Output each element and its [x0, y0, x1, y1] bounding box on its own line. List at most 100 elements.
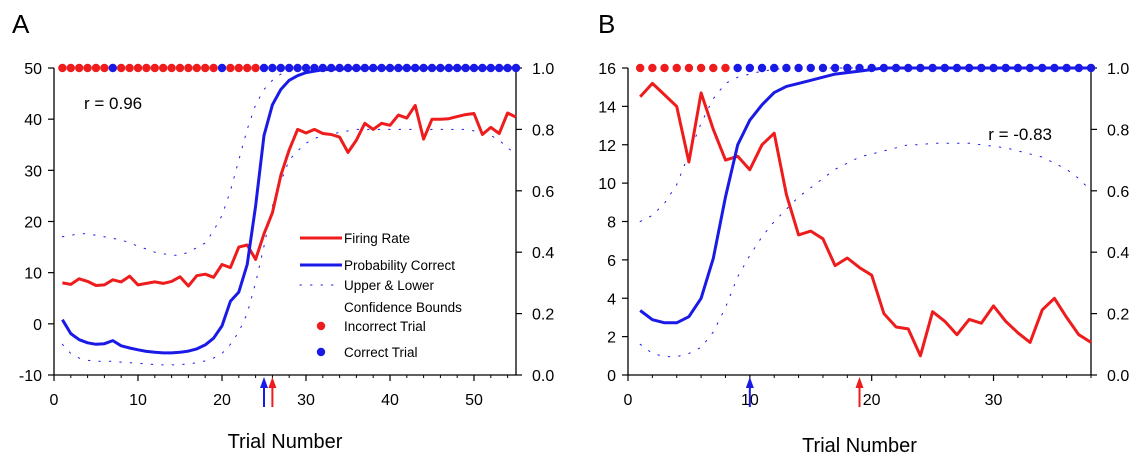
learning-trial-arrow-blue-head	[745, 377, 754, 388]
correct-trial-dot	[268, 63, 277, 73]
incorrect-trial-dot	[142, 63, 151, 73]
confidence-bound-lower	[61, 128, 517, 366]
incorrect-trial-dot	[150, 63, 159, 73]
x-tick-label: 50	[465, 392, 483, 409]
learning-trial-arrow-blue	[260, 377, 268, 407]
correct-trial-dot	[335, 63, 344, 73]
x-tick-label: 40	[381, 392, 399, 409]
x-tick-label: 20	[213, 392, 231, 409]
correct-trial-dot	[1038, 63, 1047, 73]
incorrect-trial-dot	[125, 63, 134, 73]
correct-trial-dot	[818, 63, 828, 73]
correct-trial-dot	[327, 63, 336, 73]
learning-trial-arrow-red-head	[855, 377, 864, 388]
correct-trial-dot	[770, 63, 779, 73]
legend-swatch-incorrect-trial	[316, 321, 326, 331]
correct-trial-dot	[369, 63, 378, 73]
legend-label-probability-correct: Probability Correct	[344, 258, 455, 273]
correlation-annotation: r = 0.96	[84, 94, 142, 113]
correct-trial-dot	[436, 63, 445, 73]
incorrect-trial-dot	[209, 63, 218, 73]
learning-trial-arrow-red	[268, 377, 277, 407]
correct-trial-dot	[377, 63, 386, 73]
learning-trial-arrow-blue-head	[260, 377, 268, 388]
correct-trial-dot	[503, 63, 512, 73]
y-right-tick-label: 0.6	[1107, 184, 1129, 201]
learning-trial-arrow-blue	[745, 377, 754, 407]
y-left-tick-label: 6	[607, 253, 616, 270]
correlation-annotation: r = -0.83	[988, 125, 1052, 144]
correct-trial-dot	[1025, 63, 1035, 73]
correct-trial-dot	[301, 63, 311, 73]
correct-trial-dot	[1050, 63, 1059, 73]
incorrect-trial-dot	[91, 63, 101, 73]
y-left-tick-label: 8	[607, 215, 616, 232]
firing-rate-line	[639, 81, 1092, 358]
legend-label-correct-trial: Correct Trial	[344, 345, 418, 360]
correct-trial-dot	[108, 63, 118, 73]
incorrect-trial-dot	[672, 63, 681, 73]
incorrect-trial-dot	[721, 63, 730, 73]
x-tick-label: 0	[624, 392, 633, 409]
correct-trial-dot	[310, 63, 319, 73]
correct-trial-dot	[217, 63, 227, 73]
x-tick-label: 0	[50, 392, 59, 409]
correct-trial-dot	[1001, 63, 1010, 73]
correct-trial-dot	[495, 63, 504, 73]
legend-label-incorrect-trial: Incorrect Trial	[344, 319, 426, 334]
correct-trial-dot	[904, 63, 913, 73]
correct-trial-dot	[1074, 63, 1084, 73]
correct-trial-dot	[360, 63, 369, 73]
y-left-tick-label: 0	[607, 368, 616, 385]
y-left-tick-label: 16	[598, 61, 616, 78]
incorrect-trial-dot	[648, 63, 657, 73]
y-right-tick-label: 0.6	[532, 184, 554, 201]
incorrect-trial-dot	[660, 63, 669, 73]
correct-trial-dot	[276, 63, 285, 73]
y-right-tick-label: 1.0	[1107, 61, 1129, 78]
learning-trial-arrow-red-head	[268, 377, 277, 388]
panel-label: B	[598, 9, 615, 39]
chart-panel-a: A 0 10 20 30 40 50 -10 0 10 20 30 40 50 0.0 0.2 0.4 0.6 0.…	[12, 9, 554, 453]
incorrect-trial-dot	[66, 63, 76, 73]
correct-trial-dot	[855, 63, 864, 73]
y-right-tick-label: 1.0	[532, 61, 554, 78]
learning-trial-arrow-red	[855, 377, 864, 407]
legend-swatch-correct-trial	[316, 347, 326, 357]
incorrect-trial-dot	[75, 63, 84, 73]
incorrect-trial-dot	[184, 63, 193, 73]
correct-trial-dot	[794, 63, 803, 73]
legend-label-firing-rate: Firing Rate	[344, 231, 410, 246]
correct-trial-dot	[733, 63, 742, 73]
correct-trial-dot	[394, 63, 403, 73]
incorrect-trial-dot	[133, 63, 143, 73]
incorrect-trial-dot	[83, 63, 92, 73]
correct-trial-dot	[916, 63, 925, 73]
correct-trial-dot	[940, 63, 949, 73]
correct-trial-dot	[1086, 63, 1096, 73]
incorrect-trial-dot	[243, 63, 252, 73]
correct-trial-dot	[879, 63, 889, 73]
incorrect-trial-dot	[201, 63, 210, 73]
correct-trial-dot	[830, 63, 840, 73]
y-right-tick-label: 0.4	[1107, 245, 1129, 262]
y-right-tick-label: 0.2	[1107, 307, 1129, 324]
y-right-tick-label: 0.8	[532, 122, 554, 139]
incorrect-trial-dot	[251, 63, 260, 73]
x-tick-label: 10	[129, 392, 147, 409]
incorrect-trial-dot	[234, 63, 243, 73]
correct-trial-dot	[478, 63, 487, 73]
correct-trial-dot	[411, 63, 420, 73]
y-left-tick-label: 0	[33, 317, 42, 334]
correct-trial-dot	[806, 63, 815, 73]
correct-trial-dot	[427, 63, 437, 73]
chart-panel-b: B0 10 20 3002468101214160.00.20.40.60.81.0T…	[598, 9, 1129, 457]
incorrect-trial-dot	[635, 63, 645, 73]
correct-trial-dot	[1062, 63, 1071, 73]
incorrect-trial-dot	[709, 63, 718, 73]
confidence-bound-lower	[639, 142, 1092, 358]
correct-trial-dot	[419, 63, 428, 73]
correct-trial-dot	[293, 63, 302, 73]
correct-trial-dot	[964, 63, 974, 73]
